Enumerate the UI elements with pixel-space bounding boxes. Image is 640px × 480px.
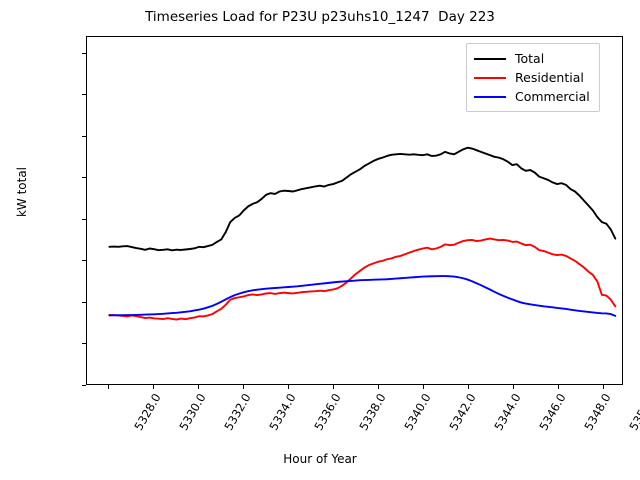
x-tick-mark <box>378 385 380 389</box>
legend-swatch-icon <box>474 76 506 79</box>
legend-item-residential: Residential <box>474 68 590 87</box>
legend-swatch-icon <box>474 95 506 98</box>
x-tick-mark <box>333 385 335 389</box>
x-tick-mark <box>557 385 559 389</box>
x-tick-label: 5334.0 <box>266 391 299 433</box>
legend-label: Residential <box>515 70 584 85</box>
y-tick-mark <box>82 135 86 137</box>
legend-swatch-icon <box>474 57 506 60</box>
page-title: Timeseries Load for P23U p23uhs10_1247 D… <box>145 9 495 25</box>
x-tick-label: 5350.0 <box>626 391 640 433</box>
y-tick-mark <box>82 177 86 179</box>
y-tick-mark <box>82 260 86 262</box>
x-tick-label: 5344.0 <box>491 391 524 433</box>
x-tick-label: 5348.0 <box>581 391 614 433</box>
y-tick-mark <box>82 385 86 386</box>
x-tick-label: 5336.0 <box>311 391 344 433</box>
x-tick-label: 5332.0 <box>221 391 254 433</box>
x-axis-label: Hour of Year <box>283 452 357 466</box>
y-tick-mark <box>82 94 86 96</box>
x-tick-label: 5346.0 <box>536 391 569 433</box>
x-tick-mark <box>467 385 469 389</box>
x-tick-label: 5340.0 <box>401 391 434 433</box>
legend-item-total: Total <box>474 49 590 68</box>
y-axis-label: kW total <box>15 166 29 218</box>
x-tick-mark <box>108 385 110 389</box>
x-tick-mark <box>243 385 245 389</box>
x-tick-mark <box>512 385 514 389</box>
series-line-total <box>109 148 615 251</box>
series-line-commercial <box>109 276 615 316</box>
y-tick-mark <box>82 52 86 54</box>
plot-lines <box>87 37 622 384</box>
x-tick-mark <box>288 385 290 389</box>
x-tick-label: 5342.0 <box>446 391 479 433</box>
x-tick-label: 5328.0 <box>131 391 165 433</box>
x-tick-label: 5330.0 <box>176 391 210 433</box>
legend-item-commercial: Commercial <box>474 87 590 106</box>
legend-label: Commercial <box>515 89 590 104</box>
x-tick-mark <box>153 385 155 389</box>
x-tick-mark <box>602 385 604 389</box>
x-tick-mark <box>423 385 425 389</box>
series-line-residential <box>109 239 615 320</box>
x-tick-label: 5338.0 <box>356 391 389 433</box>
y-tick-mark <box>82 301 86 303</box>
x-tick-mark <box>198 385 200 389</box>
legend-label: Total <box>515 51 545 66</box>
chart-legend: Total Residential Commercial <box>466 43 600 112</box>
y-tick-mark <box>82 218 86 220</box>
y-tick-mark <box>82 343 86 345</box>
